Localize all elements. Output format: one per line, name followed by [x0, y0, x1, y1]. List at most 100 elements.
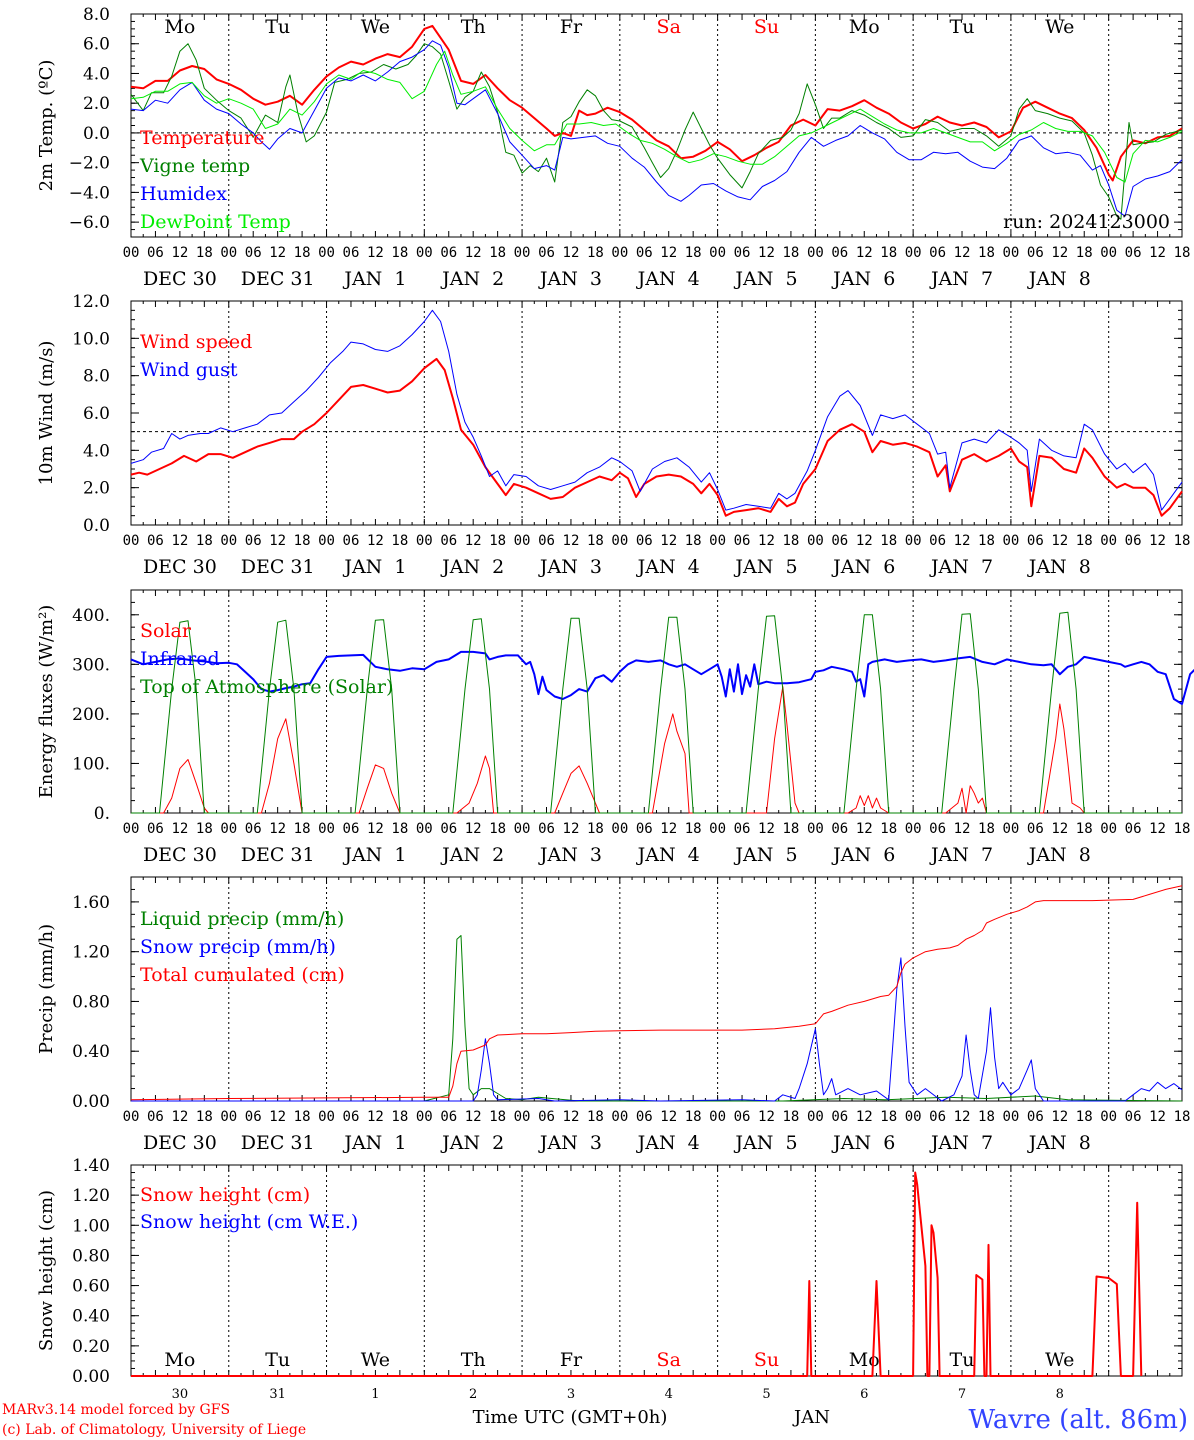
hour-tick-label: 12 [856, 821, 873, 837]
chart-panel-3: 400. 300. 200. 100. 0. Energy fluxes (W/m²) 00… [36, 589, 1194, 866]
day-label: JAN 1 [342, 556, 406, 578]
hour-tick-label: 00 [905, 821, 922, 837]
hour-tick-label: 06 [1125, 533, 1142, 549]
weekday-label: Tu [950, 16, 975, 38]
hour-tick-label: 18 [880, 1109, 897, 1125]
day-label: JAN 5 [733, 844, 797, 866]
y-tick-label: 12.0 [72, 292, 110, 312]
day-label: JAN 2 [440, 268, 504, 290]
y-tick-label: −4.0 [69, 183, 110, 203]
hour-tick-label: 18 [391, 245, 408, 261]
hour-tick-label: 18 [783, 245, 800, 261]
day-label: JAN 6 [831, 844, 895, 866]
weekday-label: Mo [849, 16, 880, 38]
series-line [130, 43, 1183, 220]
model-credit: MARv3.14 model forced by GFS [2, 1402, 230, 1418]
y-tick-label: −2.0 [69, 154, 110, 174]
hour-tick-label: 00 [1002, 821, 1019, 837]
series-line [130, 885, 1183, 1101]
hour-tick-label: 00 [1100, 821, 1117, 837]
hour-tick-label: 18 [685, 245, 702, 261]
hour-tick-label: 18 [587, 533, 604, 549]
weekday-label: Sa [657, 16, 681, 38]
hour-tick-label: 18 [196, 821, 213, 837]
hour-tick-label: 18 [978, 821, 995, 837]
weekday-label: Su [754, 16, 779, 38]
legend-entry: Snow height (cm W.E.) [140, 1211, 358, 1233]
weekday-label: Th [461, 16, 486, 38]
hour-tick-label: 12 [367, 245, 384, 261]
weekday-label: We [1045, 1349, 1074, 1371]
hour-tick-label: 18 [685, 821, 702, 837]
hour-tick-label: 00 [123, 245, 140, 261]
hour-tick-label: 00 [905, 245, 922, 261]
hour-tick-label: 00 [416, 1109, 433, 1125]
weekday-label: Tu [265, 16, 290, 38]
legend-entry: Wind gust [140, 359, 238, 381]
month-label: JAN [792, 1407, 830, 1428]
series-line [131, 1171, 1143, 1377]
day-label: JAN 8 [1027, 556, 1091, 578]
y-tick-label: 1.60 [72, 893, 110, 913]
hour-tick-label: 00 [318, 821, 335, 837]
hour-tick-label: 18 [978, 533, 995, 549]
hour-tick-label: 12 [1051, 245, 1068, 261]
day-label: JAN 1 [342, 844, 406, 866]
day-label: DEC 31 [241, 844, 315, 866]
day-label: JAN 5 [733, 268, 797, 290]
hour-tick-label: 06 [1027, 821, 1044, 837]
legend-entry: Vigne temp [139, 155, 250, 177]
y-tick-label: 1.20 [72, 1186, 110, 1206]
hour-tick-label: 18 [489, 821, 506, 837]
hour-tick-label: 18 [783, 1109, 800, 1125]
y-tick-label: 1.40 [72, 1156, 110, 1176]
y-tick-label: 0.80 [72, 992, 110, 1012]
weekday-label: Su [754, 1349, 779, 1371]
hour-tick-label: 18 [1076, 1109, 1093, 1125]
day-label: JAN 4 [636, 844, 700, 866]
day-label: DEC 30 [143, 556, 217, 578]
series-line [130, 50, 1183, 183]
hour-tick-label: 12 [954, 821, 971, 837]
hour-tick-label: 00 [220, 1109, 237, 1125]
hour-tick-label: 00 [220, 245, 237, 261]
hour-tick-label: 00 [807, 533, 824, 549]
day-label: JAN 3 [538, 1132, 602, 1154]
legend-entry: Wind speed [140, 331, 252, 353]
hour-tick-label: 12 [1149, 1109, 1166, 1125]
series-line [131, 611, 1182, 814]
footer: MARv3.14 model forced by GFS (c) Lab. of… [2, 1402, 1188, 1438]
hour-tick-label: 12 [1051, 1109, 1068, 1125]
hour-tick-label: 00 [709, 1109, 726, 1125]
hour-tick-label: 06 [734, 1109, 751, 1125]
y-tick-label: 2.0 [83, 479, 110, 499]
hour-tick-label: 00 [1002, 533, 1019, 549]
x-axis-label: Time UTC (GMT+0h) [473, 1407, 668, 1428]
hour-tick-label: 18 [196, 1109, 213, 1125]
legend-entry: Liquid precip (mm/h) [140, 908, 344, 930]
day-label: DEC 30 [143, 844, 217, 866]
hour-tick-label: 18 [783, 533, 800, 549]
day-label: DEC 31 [241, 1132, 315, 1154]
y-tick-label: 400. [72, 606, 110, 626]
hour-tick-label: 06 [1027, 245, 1044, 261]
run-annotation: run: 2024123000 [1003, 211, 1170, 233]
hour-tick-label: 06 [147, 533, 164, 549]
series-line [130, 24, 1183, 182]
hour-tick-label: 18 [489, 533, 506, 549]
day-label: JAN 2 [440, 556, 504, 578]
hour-tick-label: 06 [734, 821, 751, 837]
hour-tick-label: 12 [465, 821, 482, 837]
day-label: DEC 30 [143, 268, 217, 290]
hour-tick-label: 00 [709, 533, 726, 549]
hour-tick-label: 06 [343, 245, 360, 261]
weekday-label: Tu [265, 1349, 290, 1371]
chart-panel-2: 12.0 10.0 8.0 6.0 4.0 2.0 0.0 10m Wind (m/s) 00 0… [36, 292, 1190, 578]
hour-tick-label: 06 [147, 821, 164, 837]
hour-tick-label: 00 [709, 821, 726, 837]
day-label: JAN 6 [831, 556, 895, 578]
day-number-label: 7 [958, 1387, 966, 1402]
hour-tick-label: 06 [929, 533, 946, 549]
hour-tick-label: 12 [758, 821, 775, 837]
hour-tick-label: 12 [856, 245, 873, 261]
